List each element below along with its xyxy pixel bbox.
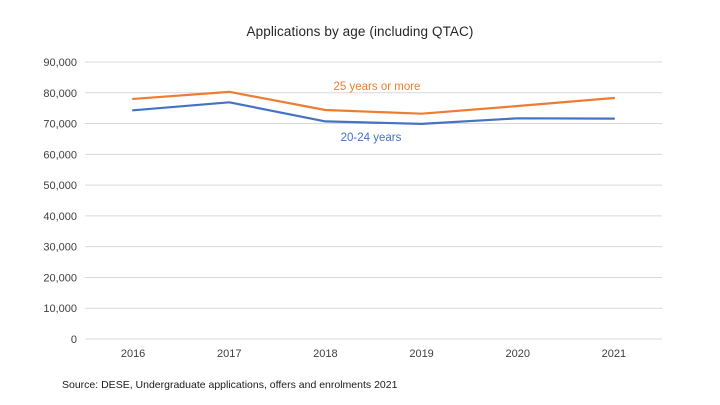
y-tick-label: 30,000 [43, 242, 77, 254]
series-label-0: 25 years or more [334, 81, 421, 93]
y-tick-label: 80,000 [43, 88, 77, 100]
y-tick-label: 40,000 [43, 211, 77, 223]
y-tick-label: 50,000 [43, 180, 77, 192]
y-tick-label: 90,000 [43, 57, 77, 69]
x-tick-label: 2016 [121, 348, 145, 360]
source-note: Source: DESE, Undergraduate applications… [62, 379, 398, 391]
x-tick-label: 2020 [506, 348, 530, 360]
y-tick-label: 10,000 [43, 303, 77, 315]
y-tick-label: 70,000 [43, 119, 77, 131]
chart-title: Applications by age (including QTAC) [246, 24, 474, 39]
y-tick-label: 0 [71, 334, 77, 346]
series-line-0 [131, 90, 616, 115]
y-tick-label: 60,000 [43, 149, 77, 161]
y-tick-label: 20,000 [43, 272, 77, 284]
x-tick-label: 2021 [602, 348, 626, 360]
series-line-1 [131, 101, 616, 125]
x-tick-label: 2018 [313, 348, 337, 360]
x-tick-label: 2019 [409, 348, 433, 360]
series-label-1: 20-24 years [341, 132, 402, 144]
x-tick-label: 2017 [217, 348, 241, 360]
